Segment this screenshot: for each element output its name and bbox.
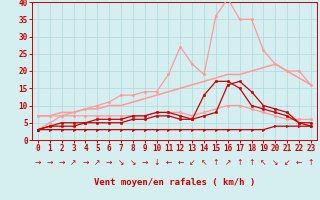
Text: ↗: ↗ [70,158,77,167]
Text: ↑: ↑ [236,158,243,167]
Text: ↘: ↘ [130,158,136,167]
Text: ↙: ↙ [284,158,290,167]
Text: ↓: ↓ [153,158,160,167]
Text: ↗: ↗ [225,158,231,167]
Text: →: → [59,158,65,167]
Text: ↑: ↑ [308,158,314,167]
Text: ←: ← [165,158,172,167]
Text: ↙: ↙ [189,158,196,167]
Text: ↗: ↗ [94,158,100,167]
Text: →: → [35,158,41,167]
Text: →: → [106,158,112,167]
Text: ↑: ↑ [248,158,255,167]
Text: ↖: ↖ [260,158,267,167]
Text: →: → [47,158,53,167]
Text: ↘: ↘ [118,158,124,167]
Text: ↖: ↖ [201,158,207,167]
X-axis label: Vent moyen/en rafales ( km/h ): Vent moyen/en rafales ( km/h ) [94,178,255,187]
Text: →: → [141,158,148,167]
Text: ←: ← [296,158,302,167]
Text: →: → [82,158,89,167]
Text: ↑: ↑ [213,158,219,167]
Text: ↘: ↘ [272,158,278,167]
Text: ←: ← [177,158,184,167]
